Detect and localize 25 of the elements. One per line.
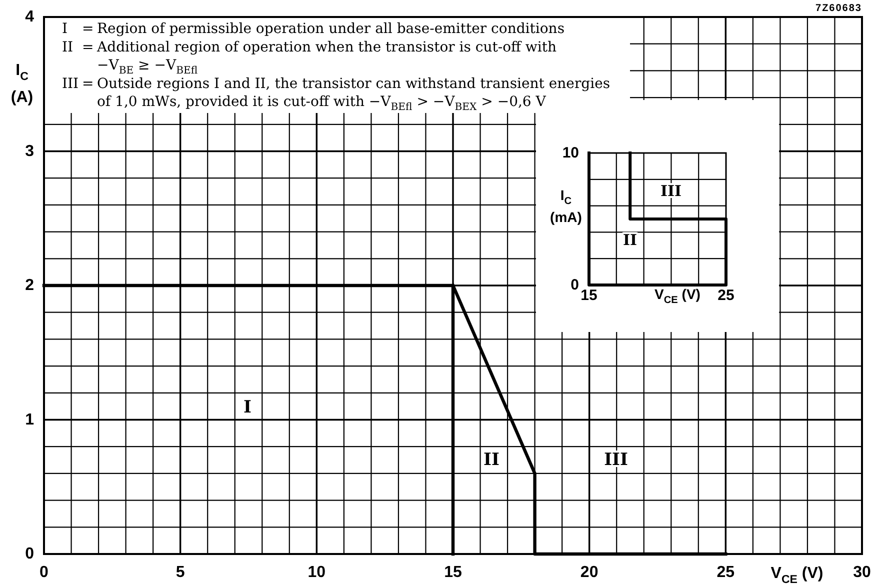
x-tick-label: 0	[40, 564, 49, 581]
x-tick-label: 25	[716, 564, 735, 581]
y-tick-label: 1	[25, 411, 34, 428]
annotation: III = Outside regions I and II, the transistor can withstand transient energies of 1,0 mWs, provided it is cut-off with −V$_{BEfl}$ > −V$_{BEX}$ > −0,6 V	[62, 76, 610, 114]
annotation: I = Region of permissible operation under all base-emitter conditions	[62, 21, 565, 37]
x-axis-title: V$_{CE}$ (V)	[654, 286, 700, 306]
y-tick-label: 0	[25, 546, 34, 562]
x-tick-label: 30	[853, 564, 871, 581]
x-tick-label: 20	[580, 564, 598, 581]
annotation: I	[244, 398, 252, 418]
y-axis-title: I$_{C}$ (mA)	[550, 187, 582, 225]
text: 7Z60683	[816, 3, 862, 14]
x-tick-label: 10	[308, 564, 326, 581]
x-tick-label: 15	[444, 564, 462, 581]
x-tick-label: 5	[176, 564, 185, 581]
x-tick-label: 15	[580, 287, 598, 304]
y-axis-title: I$_{C}$ (A)	[10, 62, 34, 106]
x-axis-title: V$_{CE}$ (V)	[770, 565, 824, 585]
annotation: II	[484, 450, 500, 470]
y-tick-label: 2	[25, 277, 34, 294]
x-tick-label: 25	[718, 287, 734, 304]
annotation: II	[622, 231, 638, 249]
y-tick-label: 3	[25, 142, 34, 160]
annotation: II = Additional region of operation when the transistor is cut-off with −V$_{BE}$ ≥ −V$_{BEfl}$	[62, 39, 557, 78]
y-tick-label: 4	[25, 8, 34, 26]
